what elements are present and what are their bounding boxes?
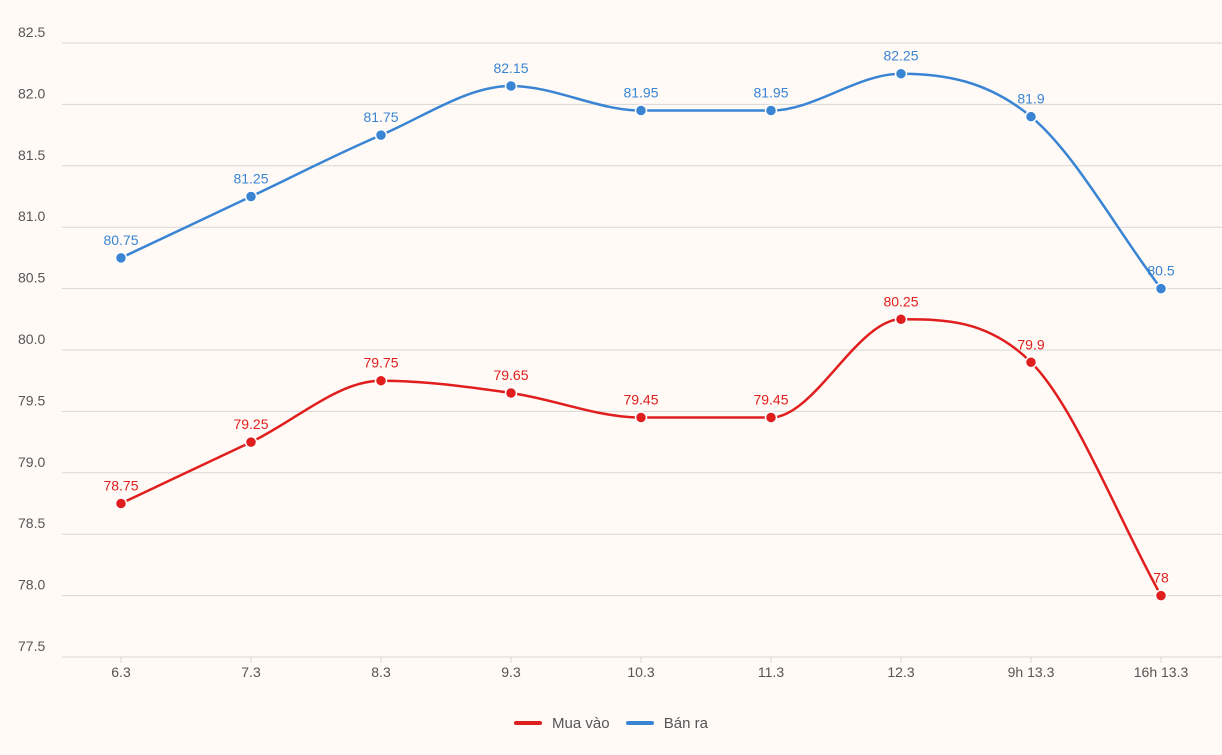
data-label: 81.25 — [233, 171, 268, 187]
y-axis: 82.5 82.0 81.5 81.0 80.5 80.0 79.5 79.0 78.5 78.0… — [18, 24, 45, 654]
data-point[interactable] — [1154, 282, 1168, 295]
data-label: 80.5 — [1147, 263, 1174, 279]
data-point[interactable] — [504, 79, 518, 93]
y-tick-label: 78.0 — [18, 577, 45, 593]
x-tick-label: 6.3 — [111, 664, 131, 680]
x-tick-label: 9.3 — [501, 664, 521, 680]
grid-lines — [62, 42, 1222, 658]
data-point[interactable] — [634, 104, 648, 117]
y-tick-label: 77.5 — [18, 638, 45, 654]
x-tick-label: 12.3 — [887, 664, 914, 680]
y-tick-label: 78.5 — [18, 515, 45, 531]
data-label: 78 — [1153, 570, 1169, 586]
legend-item-series-1[interactable]: Mua vào — [514, 715, 610, 732]
data-label: 81.95 — [623, 85, 658, 101]
data-label: 79.25 — [233, 416, 268, 432]
x-tick-label: 11.3 — [758, 664, 784, 680]
y-tick-label: 79.5 — [18, 392, 45, 408]
data-point[interactable] — [764, 411, 778, 424]
data-point[interactable] — [114, 497, 128, 510]
y-tick-label: 82.0 — [18, 85, 45, 101]
data-point[interactable] — [1024, 110, 1038, 123]
legend: Mua vào Bán ra — [0, 712, 1222, 732]
data-point[interactable] — [634, 411, 648, 424]
legend-label-series-2: Bán ra — [663, 714, 708, 732]
data-point[interactable] — [244, 190, 258, 203]
legend-swatch-series-2 — [625, 721, 654, 725]
data-point[interactable] — [374, 128, 388, 142]
data-point[interactable] — [1024, 356, 1038, 369]
data-label: 81.95 — [753, 85, 788, 101]
x-tick-label: 16h 13.3 — [1134, 664, 1189, 680]
data-label: 81.9 — [1017, 91, 1044, 107]
x-tick-label: 9h 13.3 — [1008, 664, 1055, 680]
y-tick-label: 79.0 — [18, 454, 45, 470]
y-tick-label: 81.5 — [18, 147, 45, 163]
data-point[interactable] — [504, 386, 518, 400]
x-tick-label: 7.3 — [241, 664, 261, 680]
data-label: 79.65 — [493, 367, 528, 383]
legend-swatch-series-1 — [514, 721, 543, 725]
series-line-1 — [120, 318, 1163, 597]
y-tick-label: 81.0 — [18, 208, 45, 224]
legend-item-series-2[interactable]: Bán ra — [625, 714, 708, 732]
x-axis: 6.3 7.3 8.3 9.3 10.3 11.3 12.3 9h 13.3 16h 13.3 — [111, 657, 1188, 680]
x-tick-label: 8.3 — [371, 664, 391, 680]
data-point[interactable] — [374, 374, 388, 387]
data-label: 78.75 — [103, 478, 138, 494]
data-label: 79.9 — [1017, 336, 1044, 352]
data-label: 79.75 — [363, 355, 398, 371]
y-tick-label: 80.5 — [18, 270, 45, 286]
data-point[interactable] — [1154, 589, 1168, 602]
line-chart: 82.5 82.0 81.5 81.0 80.5 80.0 79.5 79.0 78.5 78.0… — [18, 24, 1222, 680]
data-point[interactable] — [894, 313, 908, 326]
data-point[interactable] — [114, 251, 128, 265]
data-points — [114, 67, 1168, 602]
data-label: 81.75 — [363, 109, 398, 125]
data-label: 82.25 — [883, 48, 918, 64]
data-point[interactable] — [894, 67, 908, 80]
data-label: 79.45 — [753, 392, 788, 408]
x-tick-label: 10.3 — [627, 664, 654, 680]
data-labels: 78.75 79.25 79.75 79.65 79.45 79.45 80.25 79.9 7… — [103, 48, 1174, 586]
data-label: 80.25 — [883, 293, 918, 309]
data-label: 80.75 — [103, 232, 138, 248]
legend-label-series-1: Mua vào — [552, 714, 610, 732]
y-tick-label: 82.5 — [18, 24, 45, 40]
data-point[interactable] — [764, 104, 778, 117]
data-label: 82.15 — [493, 60, 528, 76]
data-label: 79.45 — [623, 392, 658, 408]
data-point[interactable] — [244, 435, 258, 449]
series-lines — [120, 72, 1163, 597]
y-tick-label: 80.0 — [18, 331, 45, 347]
